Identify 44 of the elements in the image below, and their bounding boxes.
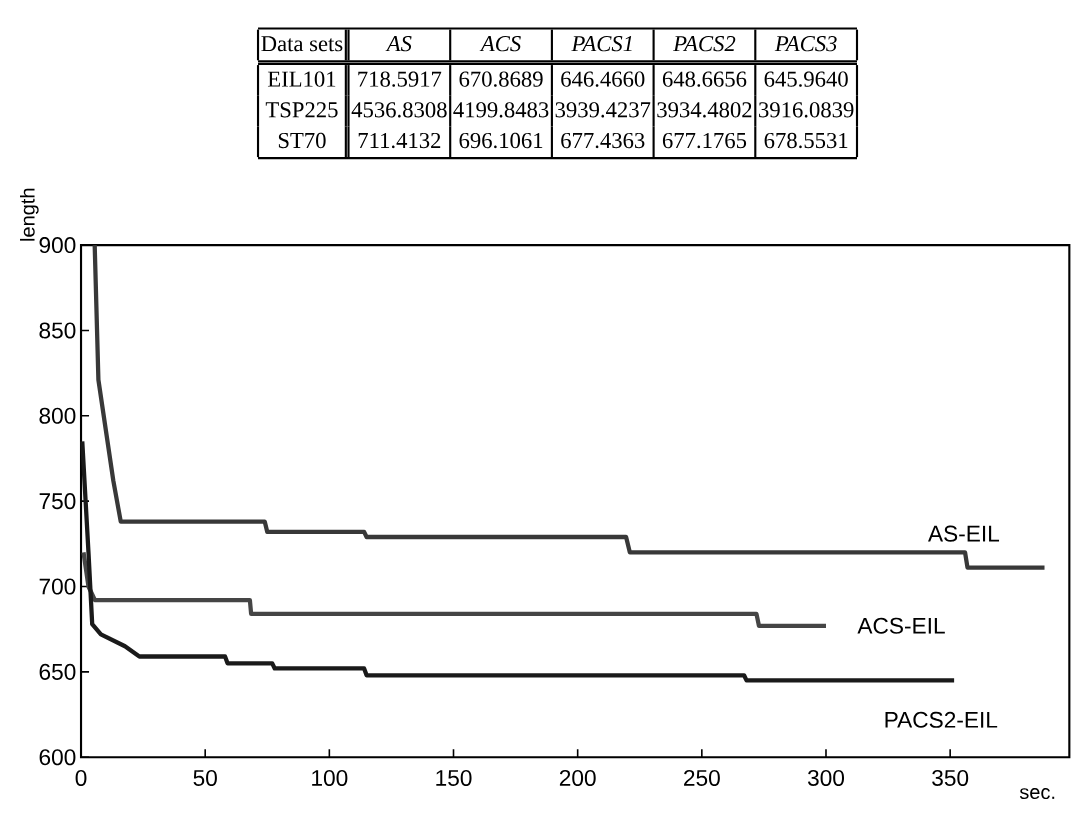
text: 3916.0839 [759,102,854,118]
text: ST70 [278,132,326,149]
x-tick-label: 0 [75,769,87,786]
x-tick-label: 100 [312,769,348,786]
text: 718.5917 [358,71,442,87]
text: 677.4363 [561,132,645,149]
text: 3934.4802 [657,102,752,118]
text: 677.1765 [662,132,747,149]
text: AS [385,35,412,52]
text: 678.5531 [764,132,848,149]
y-tick-label: 900 [39,236,76,253]
text: 4536.8308 [351,102,447,118]
text: ACS [479,35,521,52]
text: 4199.8483 [453,102,549,118]
x-tick-label: 250 [684,769,720,786]
text: TSP225 [265,102,338,118]
x-tick-label: 200 [559,769,596,786]
x-tick-label: 350 [932,769,969,786]
y-axis-title: length [20,188,39,241]
series-label: PACS2-EIL [885,711,998,728]
x-axis-title: sec. [1019,787,1055,799]
text: EIL101 [267,71,336,87]
y-tick-label: 850 [39,322,76,339]
y-tick-label: 800 [39,407,76,424]
text: 648.6656 [662,71,747,87]
text: PACS2 [673,35,736,52]
y-tick-label: 600 [39,749,76,766]
x-tick-label: 150 [436,769,472,786]
y-tick-label: 750 [39,492,76,510]
text: 3939.4237 [555,102,651,118]
y-tick-label: 700 [39,578,76,595]
series-label: ACS-EIL [857,617,945,634]
x-tick-label: 50 [193,769,217,786]
x-tick-label: 300 [807,769,845,786]
text: 670.8689 [459,71,543,87]
series-label: AS-EIL [928,525,1000,542]
text: 711.4132 [358,132,441,149]
text: 696.1061 [459,132,543,149]
text: 645.9640 [764,71,848,87]
text: 646.4660 [561,71,645,87]
text: Data sets [261,36,343,52]
text: PACS1 [571,35,632,52]
text: PACS3 [774,35,837,52]
y-tick-label: 650 [39,663,76,680]
